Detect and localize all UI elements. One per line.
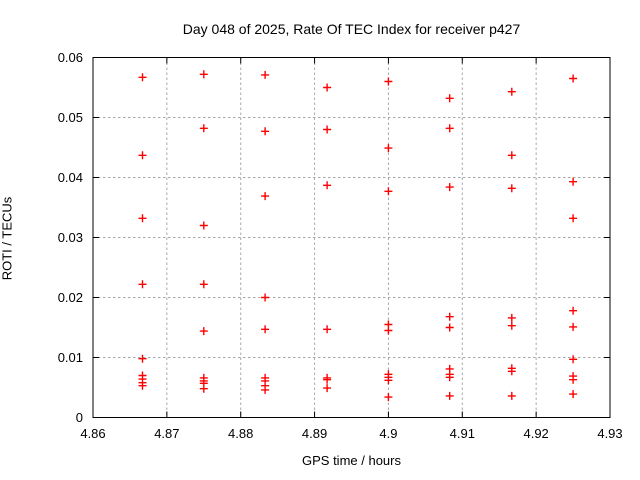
chart-title: Day 048 of 2025, Rate Of TEC Index for r… — [182, 21, 521, 37]
x-tick-label: 4.89 — [301, 426, 328, 441]
x-tick-label: 4.9 — [379, 426, 398, 441]
y-tick-label: 0 — [75, 409, 83, 425]
gridlines — [93, 57, 610, 418]
x-tick-label: 4.88 — [228, 426, 254, 441]
x-tick-label: 4.87 — [154, 426, 180, 441]
x-axis-label: GPS time / hours — [302, 453, 401, 468]
y-tick-label: 0.03 — [57, 229, 83, 245]
x-tick-label: 4.86 — [80, 426, 106, 441]
axis-ticks — [92, 57, 611, 418]
y-tick-label: 0.06 — [57, 49, 83, 65]
scatter-points — [138, 70, 578, 402]
x-tick-label: 4.93 — [597, 426, 623, 441]
y-tick-label: 0.04 — [57, 169, 83, 185]
y-tick-label: 0.02 — [57, 289, 83, 305]
y-axis-label: ROTI / TECUs — [0, 196, 15, 281]
plot-border — [92, 57, 611, 418]
x-tick-label: 4.92 — [523, 426, 549, 441]
x-tick-label: 4.91 — [449, 426, 475, 441]
y-tick-label: 0.05 — [57, 109, 83, 125]
y-tick-label: 0.01 — [57, 349, 83, 365]
